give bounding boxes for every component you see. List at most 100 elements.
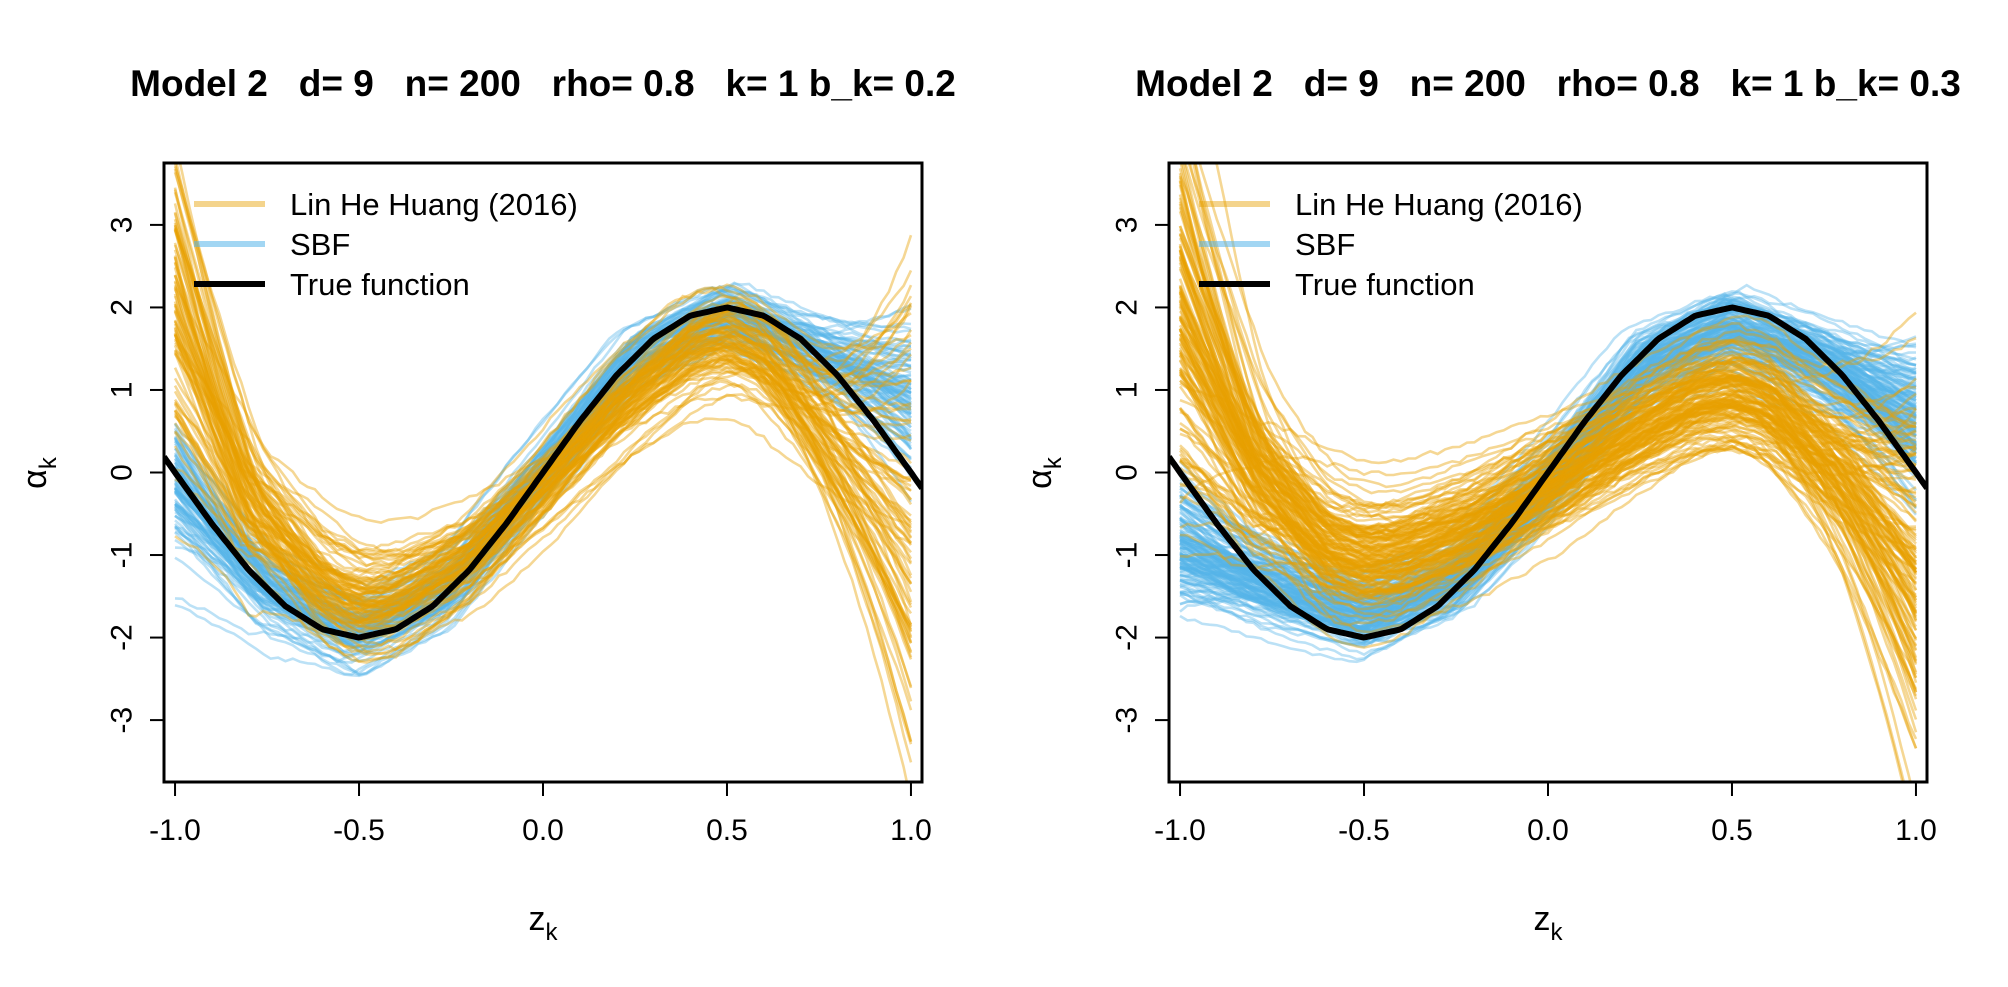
series-0-replicate-line bbox=[173, 301, 912, 617]
series-0-replicate-line bbox=[173, 368, 913, 645]
series-1-replicate-line bbox=[1179, 339, 1917, 602]
series-0-replicate-line bbox=[173, 288, 912, 592]
series-1-replicate-line bbox=[1179, 326, 1917, 606]
series-1-replicate-line bbox=[174, 308, 912, 615]
series-1-replicate-line bbox=[174, 302, 911, 616]
series-1-replicate-line bbox=[1179, 332, 1917, 646]
series-0-replicate-line bbox=[173, 303, 912, 610]
series-0-replicate-line bbox=[1179, 398, 1918, 601]
true-function-line bbox=[1169, 304, 1927, 641]
series-0-replicate-line bbox=[1178, 300, 1917, 537]
series-0-replicate-line bbox=[173, 191, 912, 614]
series-0-replicate-line bbox=[1178, 317, 1918, 733]
series-1-replicate-line bbox=[1179, 327, 1917, 614]
y-tick-label: 3 bbox=[106, 217, 139, 234]
series-0-replicate-line bbox=[173, 344, 913, 688]
right-legend-label-sbf: SBF bbox=[1295, 227, 1355, 262]
series-0-replicate-line bbox=[1178, 245, 1918, 588]
left-y-axis-label: αk bbox=[16, 456, 62, 489]
series-0-replicate-line bbox=[1178, 232, 1918, 590]
series-0-replicate-line bbox=[1178, 243, 1918, 749]
series-1-replicate-line bbox=[174, 286, 913, 613]
series-0-replicate-line bbox=[1178, 180, 1918, 573]
series-1-replicate-line bbox=[1179, 308, 1917, 602]
series-0-replicate-line bbox=[1178, 225, 1917, 528]
series-0-replicate-line bbox=[178, 163, 912, 630]
series-0-replicate-line bbox=[1178, 255, 1917, 555]
series-0-replicate-line bbox=[1178, 289, 1917, 540]
series-0-replicate-line bbox=[1179, 408, 1918, 639]
series-1-replicate-line bbox=[1179, 311, 1917, 625]
series-0-replicate-line bbox=[1179, 403, 1906, 782]
series-1-replicate-line bbox=[173, 319, 912, 621]
series-1-replicate-line bbox=[174, 323, 912, 632]
series-0-replicate-line bbox=[1178, 315, 1917, 538]
series-1-replicate-line bbox=[1179, 297, 1917, 614]
series-0-replicate-line bbox=[173, 274, 913, 633]
series-0-replicate-line bbox=[1179, 384, 1917, 581]
series-0-replicate-line bbox=[173, 295, 913, 660]
series-0-replicate-line bbox=[1178, 290, 1917, 523]
series-1-replicate-line bbox=[1179, 326, 1917, 608]
series-1-replicate-line bbox=[173, 344, 912, 663]
series-1-replicate-line bbox=[173, 332, 912, 629]
series-0-replicate-line bbox=[1178, 284, 1918, 651]
series-1-replicate-line bbox=[1179, 329, 1917, 590]
series-0-replicate-line bbox=[1178, 301, 1918, 631]
series-0-replicate-line bbox=[1178, 250, 1918, 579]
series-0-replicate-line bbox=[1178, 401, 1918, 693]
series-0-replicate-line bbox=[1179, 379, 1917, 536]
series-1-replicate-line bbox=[1179, 344, 1917, 634]
series-1-replicate-line bbox=[174, 304, 912, 622]
right-x-axis-label-subscript: k bbox=[1551, 919, 1564, 946]
series-0-replicate-line bbox=[1178, 207, 1918, 565]
series-1-replicate-line bbox=[1179, 330, 1917, 641]
series-0-replicate-line bbox=[173, 203, 912, 616]
series-1-replicate-line bbox=[1179, 331, 1917, 629]
series-1-replicate-line bbox=[1179, 319, 1917, 608]
series-0-replicate-line bbox=[1178, 315, 1917, 495]
left-x-axis-label: zk bbox=[529, 900, 559, 946]
series-0-replicate-line bbox=[1178, 249, 1918, 560]
series-0-replicate-line bbox=[1178, 278, 1917, 564]
series-0-replicate-line bbox=[1178, 175, 1917, 507]
series-0-replicate-line bbox=[1178, 291, 1917, 577]
series-1-replicate-line bbox=[1178, 335, 1917, 631]
series-1-replicate-line bbox=[1179, 336, 1917, 610]
series-1-replicate-line bbox=[173, 329, 912, 640]
y-tick-label: 0 bbox=[1111, 464, 1144, 481]
series-1-replicate-line bbox=[1179, 358, 1917, 625]
series-0-replicate-line bbox=[1178, 328, 1918, 621]
series-0-replicate-line bbox=[173, 261, 912, 653]
series-0-replicate-line bbox=[1178, 339, 1917, 552]
series-0-replicate-line bbox=[173, 187, 913, 745]
series-0-replicate-line bbox=[173, 163, 913, 568]
series-0-replicate-line bbox=[173, 334, 913, 742]
right-x-axis-label: zk bbox=[1534, 900, 1564, 946]
series-1-replicate-line bbox=[173, 322, 912, 647]
series-1-replicate-line bbox=[174, 294, 912, 625]
series-0-replicate-line bbox=[1179, 444, 1917, 566]
series-0-replicate-line bbox=[1179, 379, 1912, 782]
series-0-replicate-line bbox=[1178, 411, 1917, 563]
series-1-replicate-line bbox=[1179, 302, 1917, 643]
series-1-replicate-line bbox=[1179, 320, 1917, 635]
series-0-replicate-line bbox=[173, 311, 913, 626]
series-1-replicate-line bbox=[1179, 343, 1917, 624]
series-0-replicate-line bbox=[1179, 407, 1918, 574]
series-1-replicate-line bbox=[1179, 344, 1917, 602]
series-0-replicate-line bbox=[1178, 246, 1918, 619]
series-0-replicate-line bbox=[173, 303, 912, 624]
series-0-replicate-line bbox=[1179, 366, 1917, 538]
series-1-replicate-line bbox=[174, 306, 913, 629]
series-0-replicate-line bbox=[1178, 257, 1918, 659]
series-0-replicate-line bbox=[1178, 177, 1918, 711]
series-1-replicate-line bbox=[174, 290, 913, 630]
series-1-replicate-line bbox=[174, 286, 912, 639]
right-axes: -1.0 -0.5 0.0 0.5 1.0 -3 -2 -1 0 1 2 3 bbox=[1111, 217, 1937, 847]
series-1-replicate-line bbox=[1179, 321, 1917, 610]
series-0-replicate-line bbox=[173, 284, 913, 628]
series-1-replicate-line bbox=[1179, 295, 1917, 616]
y-tick-label: 1 bbox=[106, 382, 139, 399]
